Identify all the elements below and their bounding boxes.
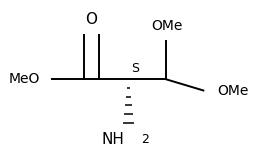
Text: O: O — [85, 12, 97, 27]
Text: OMe: OMe — [217, 84, 249, 98]
Text: OMe: OMe — [151, 19, 183, 33]
Text: NH: NH — [102, 132, 125, 147]
Text: 2: 2 — [141, 133, 149, 146]
Text: S: S — [132, 62, 140, 75]
Text: MeO: MeO — [8, 72, 40, 86]
